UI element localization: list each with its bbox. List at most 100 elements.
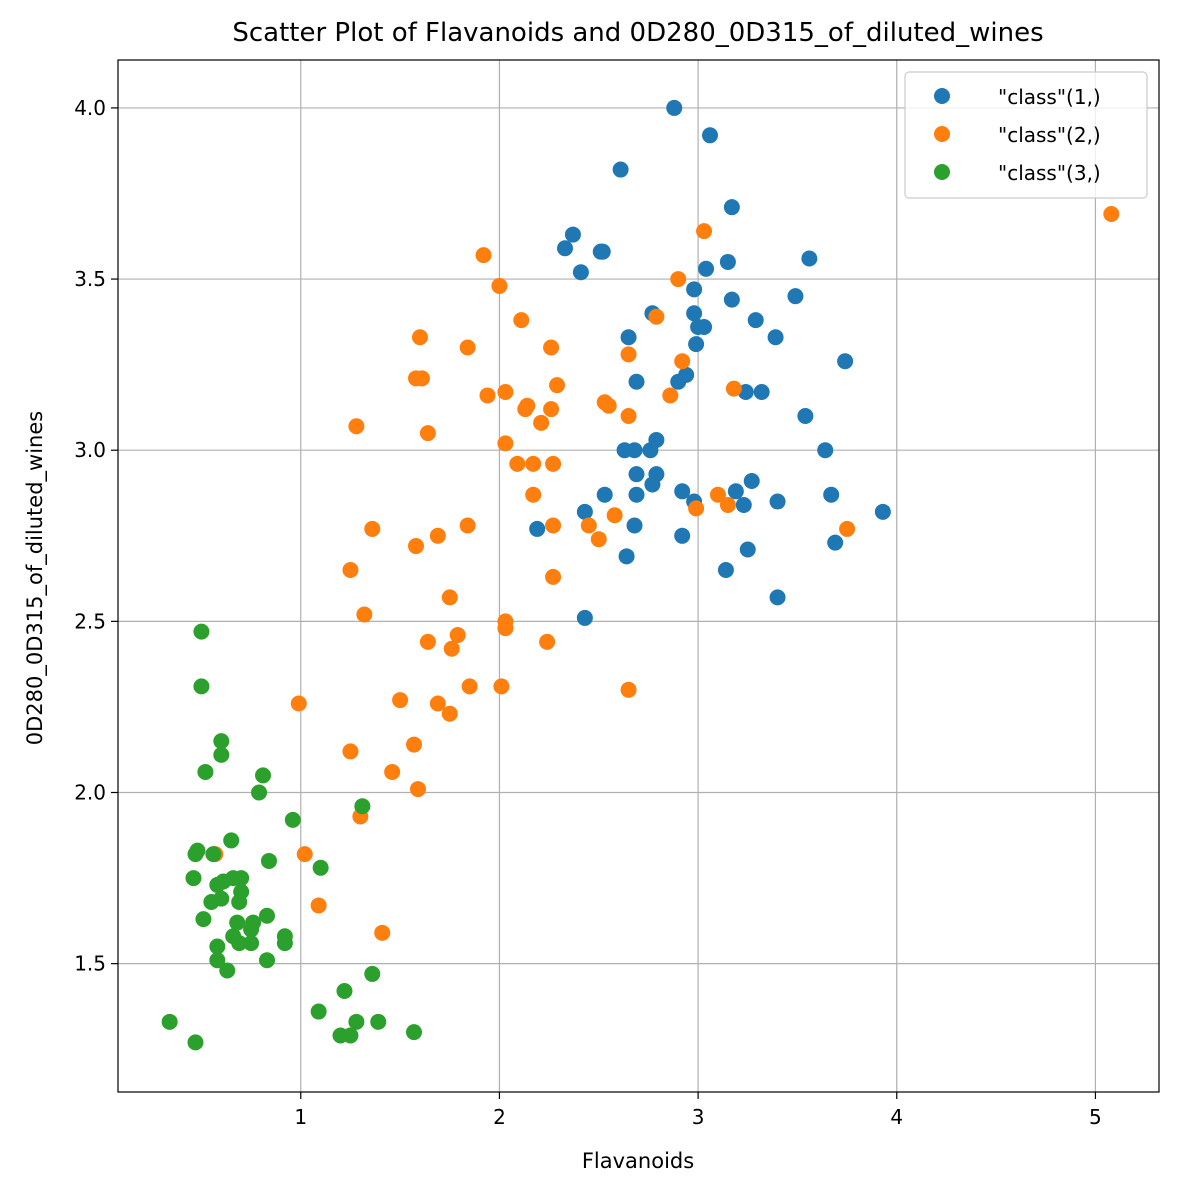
series-class-1: [529, 99, 891, 626]
data-point: [479, 387, 496, 404]
data-point: [747, 312, 764, 329]
data-point: [696, 223, 713, 240]
data-point: [620, 407, 637, 424]
data-point: [348, 1013, 365, 1030]
data-point: [441, 705, 458, 722]
data-point: [213, 733, 230, 750]
data-point: [406, 736, 423, 753]
data-point: [696, 318, 713, 335]
data-point: [723, 291, 740, 308]
data-point: [203, 894, 220, 911]
data-point: [258, 907, 275, 924]
data-point: [429, 695, 446, 712]
data-point: [161, 1013, 178, 1030]
data-point: [670, 271, 687, 288]
y-tick-label: 1.5: [74, 952, 106, 976]
data-point: [310, 897, 327, 914]
data-point: [525, 486, 542, 503]
data-point: [233, 870, 250, 887]
x-axis-label: Flavanoids: [582, 1149, 694, 1173]
data-point: [717, 562, 734, 579]
data-point: [709, 486, 726, 503]
data-point: [688, 500, 705, 517]
y-tick-label: 2.5: [74, 609, 106, 633]
data-point: [727, 483, 744, 500]
data-point: [491, 277, 508, 294]
data-point: [596, 486, 613, 503]
data-point: [801, 250, 818, 267]
data-point: [686, 281, 703, 298]
data-point: [276, 935, 293, 952]
legend-marker-class-3: [934, 164, 950, 180]
data-point: [823, 486, 840, 503]
data-point: [193, 678, 210, 695]
data-point: [205, 846, 222, 863]
data-point: [545, 455, 562, 472]
data-point: [556, 240, 573, 257]
data-point: [243, 935, 260, 952]
chart-title: Scatter Plot of Flavanoids and 0D280_0D3…: [232, 18, 1043, 48]
data-point: [612, 161, 629, 178]
data-point: [296, 846, 313, 863]
data-point: [769, 589, 786, 606]
data-point: [543, 401, 560, 418]
data-point: [533, 414, 550, 431]
data-point: [219, 962, 236, 979]
data-point: [688, 336, 705, 353]
data-point: [187, 1034, 204, 1051]
data-point: [545, 568, 562, 585]
data-point: [290, 695, 307, 712]
x-tick-label: 1: [294, 1105, 307, 1129]
data-point: [626, 442, 643, 459]
data-point: [648, 308, 665, 325]
data-point: [185, 870, 202, 887]
data-point: [628, 373, 645, 390]
data-point: [497, 384, 514, 401]
data-point: [497, 620, 514, 637]
data-point: [723, 199, 740, 216]
data-point: [459, 339, 476, 356]
data-point: [580, 517, 597, 534]
data-point: [767, 329, 784, 346]
data-point: [787, 288, 804, 305]
legend: "class"(1,) "class"(2,) "class"(3,): [904, 71, 1148, 199]
x-tick-label: 4: [890, 1105, 903, 1129]
data-point: [243, 921, 260, 938]
data-point: [251, 784, 268, 801]
data-point: [839, 520, 856, 537]
data-point: [459, 517, 476, 534]
y-tick-label: 4.0: [74, 96, 106, 120]
data-point: [525, 455, 542, 472]
data-point: [539, 633, 556, 650]
data-point: [443, 640, 460, 657]
data-point: [384, 763, 401, 780]
data-point: [686, 305, 703, 322]
data-point: [187, 846, 204, 863]
y-tick-label: 2.0: [74, 780, 106, 804]
data-point: [606, 507, 623, 524]
data-point: [258, 952, 275, 969]
data-point: [817, 442, 834, 459]
data-point: [356, 606, 373, 623]
plot-frame: [117, 59, 1160, 1093]
data-point: [739, 541, 756, 558]
data-point: [342, 562, 359, 579]
y-tick-label: 3.5: [74, 267, 106, 291]
data-point: [642, 442, 659, 459]
data-point: [231, 894, 248, 911]
data-point: [370, 1013, 387, 1030]
data-points: [161, 99, 1120, 1051]
data-point: [336, 983, 353, 1000]
data-point: [429, 527, 446, 544]
data-point: [576, 503, 593, 520]
data-point: [441, 589, 458, 606]
legend-label-class-3: "class"(3,): [998, 161, 1101, 185]
data-point: [406, 1024, 423, 1041]
data-point: [620, 681, 637, 698]
data-point: [374, 924, 391, 941]
data-point: [837, 353, 854, 370]
data-point: [594, 243, 611, 260]
data-point: [260, 852, 277, 869]
legend-label-class-1: "class"(1,): [998, 85, 1101, 109]
